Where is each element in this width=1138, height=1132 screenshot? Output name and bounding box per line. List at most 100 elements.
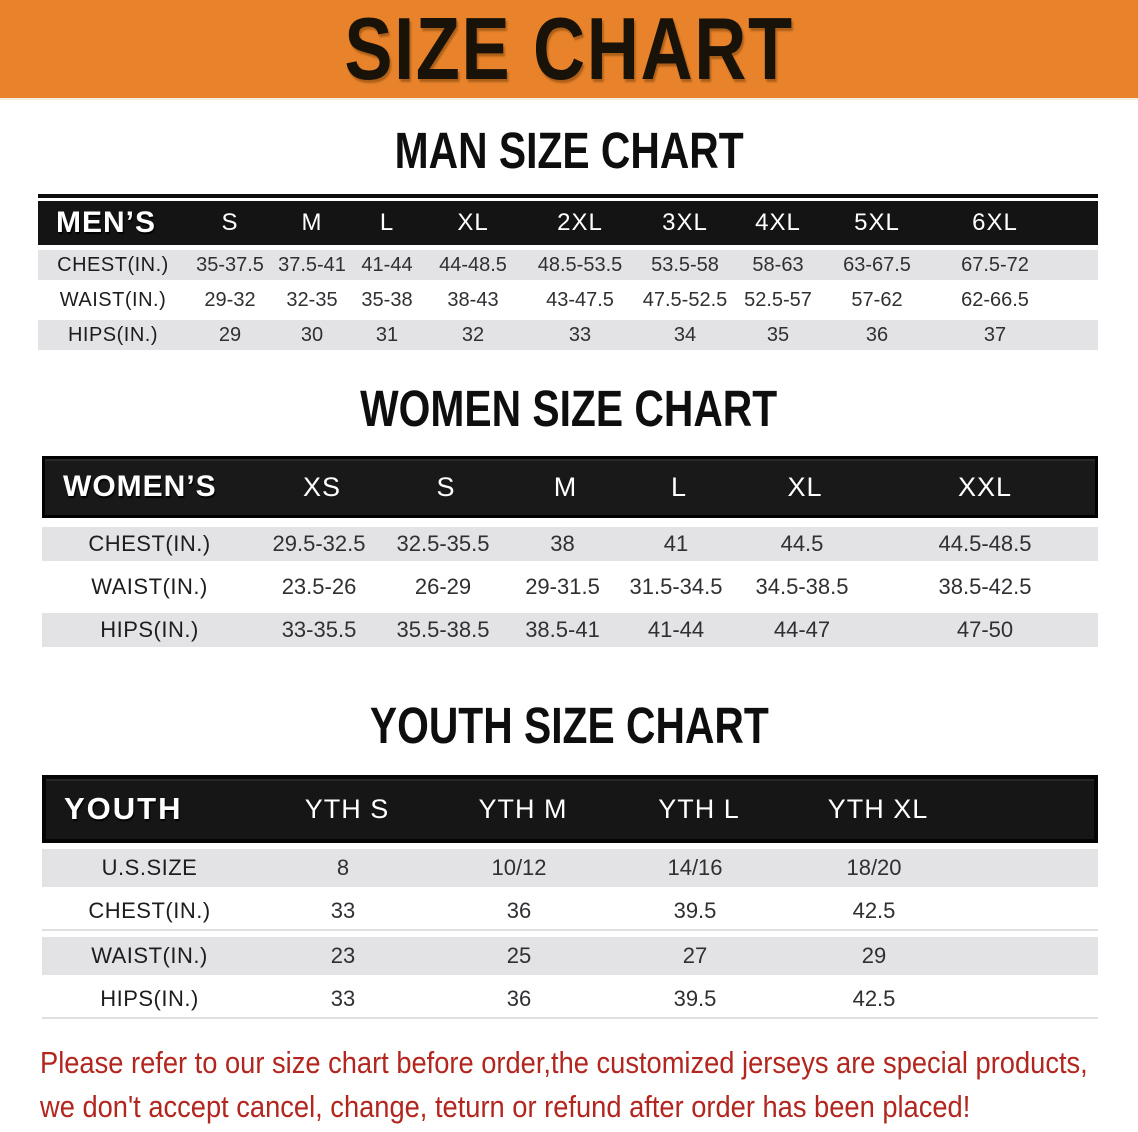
men-chest-value: 67.5-72 <box>961 253 1029 276</box>
women-hips-value: 33-35.5 <box>281 617 357 642</box>
women-row-waist: WAIST(IN.) 23.5-26 26-29 29-31.5 31.5-34… <box>42 570 1098 604</box>
youth-waist-value: 25 <box>506 943 532 968</box>
women-waist-value: 31.5-34.5 <box>629 574 723 599</box>
men-hips-value: 34 <box>673 323 697 346</box>
youth-header-label: YOUTH <box>64 791 183 826</box>
men-hips-value: 35 <box>766 323 790 346</box>
men-col-header-2xl: 2XL <box>557 209 603 236</box>
youth-ussize-value: 10/12 <box>491 855 547 880</box>
youth-hips-value: 42.5 <box>852 986 896 1011</box>
women-col-header-xl: XL <box>787 471 823 502</box>
men-chest-value: 44-48.5 <box>439 253 507 276</box>
youth-waist-value: 27 <box>682 943 708 968</box>
women-table-header-row: WOMEN’S XS S M L XL XXL <box>42 456 1098 518</box>
men-size-table: MEN’S S M L XL 2XL 3XL 4XL 5XL 6XL CHEST… <box>38 194 1098 350</box>
youth-row-hips: HIPS(IN.) 33 36 39.5 42.5 <box>42 981 1098 1019</box>
youth-table-header-row: YOUTH YTH S YTH M YTH L YTH XL <box>42 775 1098 843</box>
youth-row-waist: WAIST(IN.) 23 25 27 29 <box>42 937 1098 975</box>
women-hips-value: 35.5-38.5 <box>396 617 490 642</box>
men-chest-value: 53.5-58 <box>651 253 719 276</box>
men-col-header-4xl: 4XL <box>755 209 801 236</box>
men-hips-value: 36 <box>865 323 889 346</box>
men-hips-value: 37 <box>983 323 1007 346</box>
women-chest-value: 38 <box>550 531 575 556</box>
youth-col-header-yth-xl: YTH XL <box>827 793 929 824</box>
men-hips-value: 33 <box>568 323 592 346</box>
women-size-table: WOMEN’S XS S M L XL XXL CHEST(IN.) 29.5-… <box>42 456 1098 647</box>
men-hips-value: 29 <box>218 323 242 346</box>
women-hips-value: 41-44 <box>647 617 705 642</box>
disclaimer: Please refer to our size chart before or… <box>40 1041 1138 1129</box>
men-hips-value: 32 <box>461 323 485 346</box>
men-chest-value: 35-37.5 <box>196 253 264 276</box>
men-waist-value: 32-35 <box>286 288 338 311</box>
men-waist-value: 52.5-57 <box>744 288 812 311</box>
women-col-header-s: S <box>436 471 456 502</box>
men-chest-value: 63-67.5 <box>843 253 911 276</box>
men-col-header-6xl: 6XL <box>972 209 1018 236</box>
men-waist-value: 43-47.5 <box>546 288 614 311</box>
men-row-chest: CHEST(IN.) 35-37.5 37.5-41 41-44 44-48.5… <box>38 250 1098 280</box>
women-col-header-m: M <box>553 471 578 502</box>
women-row-waist-label: WAIST(IN.) <box>91 574 208 599</box>
youth-row-ussize-label: U.S.SIZE <box>101 855 198 880</box>
men-chest-value: 58-63 <box>752 253 804 276</box>
youth-col-header-yth-s: YTH S <box>304 793 390 824</box>
youth-col-header-yth-m: YTH M <box>478 793 568 824</box>
women-row-hips: HIPS(IN.) 33-35.5 35.5-38.5 38.5-41 41-4… <box>42 613 1098 647</box>
youth-row-chest-label: CHEST(IN.) <box>88 898 211 923</box>
youth-section-title: YOUTH SIZE CHART <box>0 697 1138 754</box>
men-waist-value: 57-62 <box>851 288 903 311</box>
women-col-header-xxl: XXL <box>957 471 1013 502</box>
youth-hips-value: 39.5 <box>673 986 717 1011</box>
women-section-title-text: WOMEN SIZE CHART <box>360 380 778 437</box>
men-waist-value: 62-66.5 <box>961 288 1029 311</box>
men-col-header-l: L <box>379 209 395 236</box>
women-col-header-l: L <box>670 471 688 502</box>
youth-col-header-yth-l: YTH L <box>658 793 740 824</box>
youth-row-hips-label: HIPS(IN.) <box>100 986 199 1011</box>
women-row-chest-label: CHEST(IN.) <box>88 531 211 556</box>
youth-chest-value: 36 <box>506 898 532 923</box>
men-table-header-row: MEN’S S M L XL 2XL 3XL 4XL 5XL 6XL <box>38 201 1098 245</box>
men-row-hips-label: HIPS(IN.) <box>67 323 159 346</box>
men-row-hips: HIPS(IN.) 29 30 31 32 33 34 35 36 37 <box>38 320 1098 350</box>
women-section-title: WOMEN SIZE CHART <box>0 380 1138 437</box>
youth-row-ussize: U.S.SIZE 8 10/12 14/16 18/20 <box>42 849 1098 887</box>
banner: SIZE CHART <box>0 0 1138 100</box>
men-col-header-xl: XL <box>457 209 489 236</box>
women-waist-value: 23.5-26 <box>281 574 357 599</box>
youth-row-chest: CHEST(IN.) 33 36 39.5 42.5 <box>42 893 1098 931</box>
women-chest-value: 29.5-32.5 <box>272 531 366 556</box>
youth-waist-value: 29 <box>861 943 887 968</box>
men-chest-value: 37.5-41 <box>278 253 346 276</box>
youth-chest-value: 33 <box>330 898 356 923</box>
men-header-label: MEN’S <box>56 206 157 239</box>
men-hips-value: 30 <box>300 323 324 346</box>
youth-section-title-text: YOUTH SIZE CHART <box>369 697 769 754</box>
women-chest-value: 44.5 <box>780 531 824 556</box>
youth-size-table: YOUTH YTH S YTH M YTH L YTH XL U.S.SIZE … <box>42 775 1098 1019</box>
women-waist-value: 38.5-42.5 <box>938 574 1032 599</box>
men-hips-value: 31 <box>375 323 399 346</box>
women-row-hips-label: HIPS(IN.) <box>100 617 199 642</box>
men-waist-value: 35-38 <box>361 288 413 311</box>
women-chest-value: 41 <box>663 531 689 556</box>
youth-waist-value: 23 <box>330 943 356 968</box>
men-col-header-s: S <box>221 209 239 236</box>
women-col-header-xs: XS <box>302 471 342 502</box>
youth-chest-value: 39.5 <box>673 898 717 923</box>
men-col-header-3xl: 3XL <box>662 209 708 236</box>
men-col-header-5xl: 5XL <box>854 209 900 236</box>
women-chest-value: 44.5-48.5 <box>938 531 1032 556</box>
men-waist-value: 38-43 <box>447 288 499 311</box>
men-section-title: MAN SIZE CHART <box>0 125 1138 176</box>
women-chest-value: 32.5-35.5 <box>396 531 490 556</box>
men-chest-value: 48.5-53.5 <box>537 253 623 276</box>
women-hips-value: 44-47 <box>773 617 831 642</box>
youth-ussize-value: 18/20 <box>846 855 902 880</box>
disclaimer-line-2: we don't accept cancel, change, teturn o… <box>40 1089 971 1124</box>
men-row-chest-label: CHEST(IN.) <box>57 253 169 276</box>
youth-ussize-value: 14/16 <box>667 855 723 880</box>
youth-row-waist-label: WAIST(IN.) <box>91 943 208 968</box>
